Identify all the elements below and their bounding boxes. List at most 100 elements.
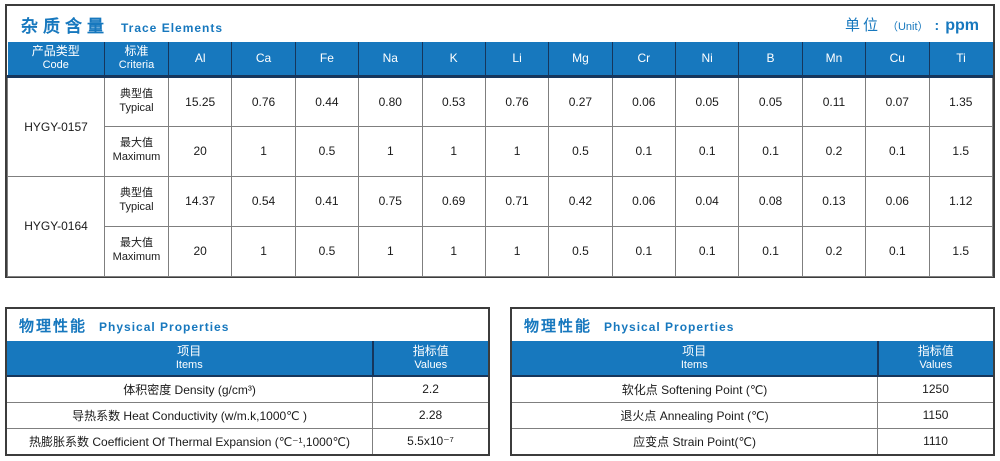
value-cell-mn: 0.11	[801, 75, 867, 127]
criteria-column-header: 标准 Criteria	[104, 42, 169, 78]
element-column-header-b: B	[738, 42, 803, 78]
product-code: HYGY-0164	[7, 175, 105, 277]
value-cell-fe: 0.5	[294, 125, 360, 177]
phys-left-title-en: Physical Properties	[99, 319, 230, 334]
trace-section-title-bar: 杂质含量 Trace Elements 单位 （Unit） : ppm	[7, 6, 993, 42]
value-cell-k: 1	[421, 225, 486, 277]
trace-elements-table: 产品类型 Code 标准 Criteria Al Ca Fe Na K Li Mg Cr Ni B…	[7, 42, 993, 277]
phys-right-title-en: Physical Properties	[604, 319, 735, 334]
property-item: 退火点 Annealing Point (℃)	[512, 401, 879, 429]
value-cell-mn: 0.2	[801, 225, 867, 277]
value-cell-mg: 0.5	[548, 225, 613, 277]
phys-right-title: 物理性能 Physical Properties	[524, 315, 734, 336]
element-column-header-ni: Ni	[674, 42, 739, 78]
value-cell-ca: 0.54	[231, 175, 296, 227]
value-cell-ni: 0.04	[674, 175, 740, 227]
phys-left-body: 体积密度 Density (g/cm³) 2.2 导热系数 Heat Conduct…	[7, 375, 488, 454]
phys-left-title-bar: 物理性能 Physical Properties	[7, 309, 488, 341]
element-column-header-cr: Cr	[611, 42, 676, 78]
value-cell-ti: 1.5	[928, 125, 993, 177]
element-column-header-fe: Fe	[294, 42, 359, 78]
unit-paren: （Unit）	[886, 20, 929, 33]
trace-elements-section: 杂质含量 Trace Elements 单位 （Unit） : ppm 产品类型…	[5, 4, 995, 278]
value-cell-b: 0.1	[738, 125, 803, 177]
value-cell-cr: 0.1	[611, 125, 677, 177]
trace-section-title: 杂质含量 Trace Elements	[21, 12, 223, 37]
element-column-header-k: K	[421, 42, 486, 78]
value-cell-ni: 0.1	[674, 125, 740, 177]
element-column-header-li: Li	[484, 42, 549, 78]
property-item: 软化点 Softening Point (℃)	[512, 375, 879, 403]
physical-properties-section-right: 物理性能 Physical Properties 项目 Items 指标值 Va…	[510, 307, 995, 456]
items-column-header: 项目 Items	[512, 341, 878, 377]
trace-table-body: HYGY-0157 典型值 Typical 15.25 0.76 0.44 0.80 0.53…	[7, 75, 993, 277]
element-column-header-cu: Cu	[865, 42, 929, 78]
value-cell-cu: 0.06	[865, 175, 930, 227]
property-row: 软化点 Softening Point (℃) 1250	[512, 375, 993, 403]
value-cell-ti: 1.12	[928, 175, 993, 227]
value-cell-na: 1	[358, 125, 423, 177]
criteria-cell: 典型值 Typical	[104, 75, 169, 127]
unit-label: 单位 （Unit） : ppm	[845, 14, 979, 35]
value-cell-cu: 0.1	[865, 125, 930, 177]
property-item: 热膨胀系数 Coefficient Of Thermal Expansion (…	[7, 427, 374, 454]
trace-row: HYGY-0164 典型值 Typical 14.37 0.54 0.41 0.75 0.69…	[7, 175, 993, 277]
value-cell-fe: 0.41	[294, 175, 360, 227]
element-column-header-mg: Mg	[548, 42, 613, 78]
values-column-header: 指标值 Values	[371, 341, 488, 377]
unit-zh: 单位	[844, 16, 881, 34]
element-column-header-al: Al	[167, 42, 232, 78]
element-column-header-na: Na	[358, 42, 422, 78]
property-value: 1250	[877, 375, 993, 403]
value-cell-na: 1	[358, 225, 423, 277]
element-column-header-ti: Ti	[928, 42, 993, 78]
property-row: 导热系数 Heat Conductivity (w/m.k,1000℃ ) 2.2…	[7, 401, 488, 429]
phys-right-body: 软化点 Softening Point (℃) 1250 退火点 Annealing…	[512, 375, 993, 454]
trace-row: 最大值 Maximum 20 1 0.5 1 1 1 0.5 0.1 0.1 0.1 0.2 0.1 1.5	[8, 225, 993, 277]
value-cell-mg: 0.42	[548, 175, 613, 227]
value-cell-ni: 0.1	[674, 225, 740, 277]
value-cell-mg: 0.27	[548, 75, 613, 127]
value-cell-mn: 0.2	[801, 125, 867, 177]
value-cell-mn: 0.13	[801, 175, 867, 227]
phys-left-header-row: 项目 Items 指标值 Values	[7, 341, 488, 377]
code-column-header: 产品类型 Code	[7, 42, 105, 78]
property-value: 5.5x10⁻⁷	[372, 427, 488, 454]
value-cell-li: 0.76	[484, 75, 550, 127]
criteria-cell: 最大值 Maximum	[104, 125, 169, 177]
value-cell-k: 0.53	[421, 75, 486, 127]
value-cell-cu: 0.07	[865, 75, 930, 127]
value-cell-al: 14.37	[167, 175, 233, 227]
trace-row: 最大值 Maximum 20 1 0.5 1 1 1 0.5 0.1 0.1 0.1 0.2 0.1 1.5	[8, 125, 993, 177]
physical-properties-table-left: 项目 Items 指标值 Values 体积密度 Density (g/cm³)…	[7, 341, 488, 454]
value-cell-k: 1	[421, 125, 486, 177]
value-cell-b: 0.1	[738, 225, 803, 277]
property-row: 应变点 Strain Point(℃) 1110	[512, 427, 993, 454]
property-row: 热膨胀系数 Coefficient Of Thermal Expansion (…	[7, 427, 488, 454]
value-cell-ca: 1	[231, 125, 296, 177]
phys-right-title-zh: 物理性能	[524, 317, 593, 335]
value-cell-li: 1	[484, 125, 550, 177]
phys-right-header-row: 项目 Items 指标值 Values	[512, 341, 993, 377]
items-column-header: 项目 Items	[7, 341, 373, 377]
value-cell-fe: 0.5	[294, 225, 360, 277]
value-cell-li: 0.71	[484, 175, 550, 227]
phys-left-title-zh: 物理性能	[19, 317, 88, 335]
value-cell-b: 0.05	[738, 75, 803, 127]
value-cell-cr: 0.1	[611, 225, 677, 277]
value-cell-na: 0.75	[358, 175, 423, 227]
value-cell-ca: 1	[231, 225, 296, 277]
property-row: 退火点 Annealing Point (℃) 1150	[512, 401, 993, 429]
value-cell-al: 15.25	[167, 75, 233, 127]
value-cell-b: 0.08	[738, 175, 803, 227]
value-cell-al: 20	[167, 225, 233, 277]
value-cell-li: 1	[484, 225, 550, 277]
values-column-header: 指标值 Values	[876, 341, 993, 377]
property-value: 2.28	[372, 401, 488, 429]
value-cell-cr: 0.06	[611, 175, 677, 227]
unit-colon: :	[934, 16, 940, 33]
property-value: 1150	[877, 401, 993, 429]
value-cell-ti: 1.5	[928, 225, 993, 277]
value-cell-ca: 0.76	[231, 75, 296, 127]
value-cell-mg: 0.5	[548, 125, 613, 177]
